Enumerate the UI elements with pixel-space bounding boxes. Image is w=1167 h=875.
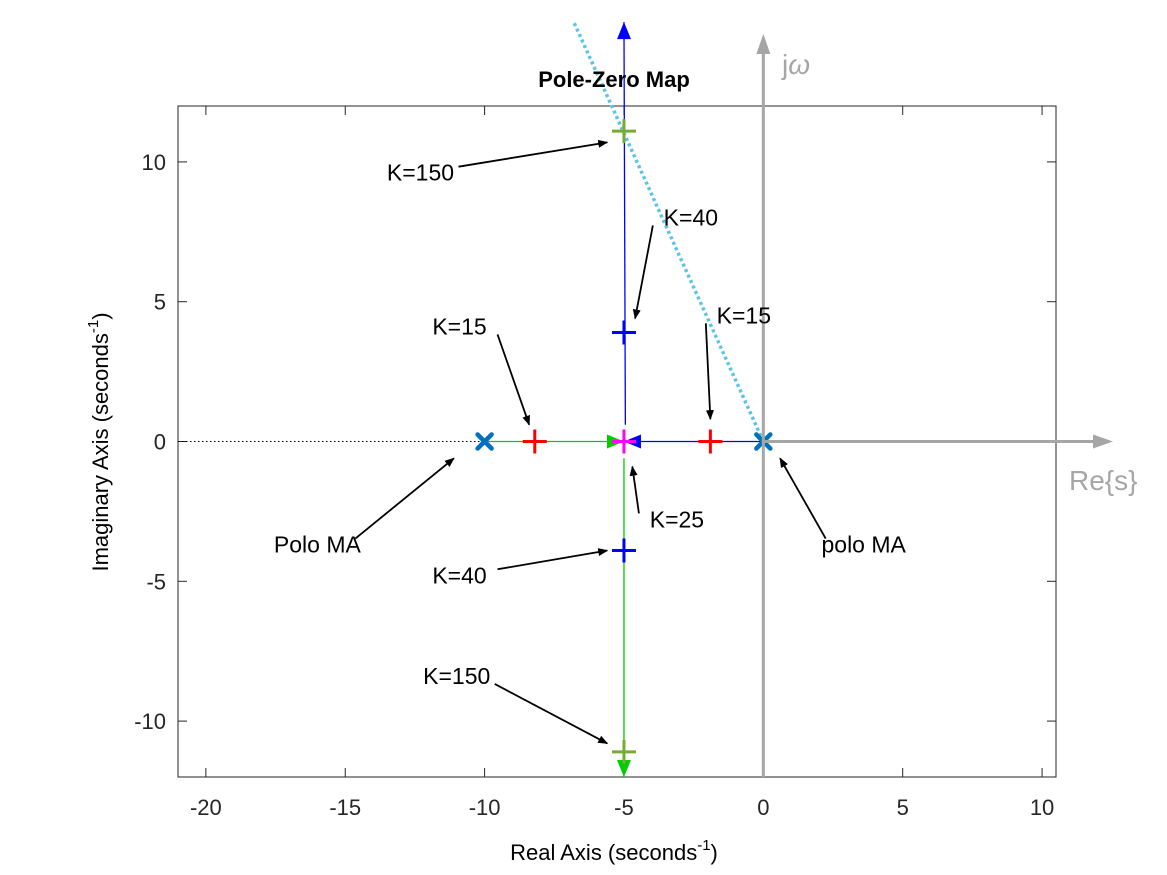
x-tick-label: -5 [614, 795, 634, 820]
axes-layer: -20 -15 -10 -5 0 5 10 -10 -5 0 5 10 [134, 105, 1057, 820]
y-tick-label: 0 [154, 430, 166, 455]
annotation-label: K=150 [423, 663, 490, 689]
closed-loop-pole-marker [611, 119, 636, 144]
x-tick-label: 5 [897, 795, 909, 820]
annotation-arrow [458, 139, 609, 168]
imag-axis-overlay-symbol: ω [788, 49, 810, 80]
closed-loop-pole-marker [698, 429, 723, 454]
overlay-axes-layer [756, 34, 1113, 777]
annotation-label: K=25 [650, 506, 704, 532]
annotation-label: K=150 [387, 160, 454, 186]
closed-loop-pole-marker [611, 320, 636, 345]
real-axis-overlay-arrowhead [1093, 434, 1113, 449]
closed-loop-pole-marker [611, 739, 636, 764]
points-layer [475, 119, 773, 764]
annotation-arrow [779, 457, 827, 539]
closed-loop-pole-marker [522, 429, 547, 454]
annotation-arrow [494, 683, 609, 745]
x-tick-label: -10 [469, 795, 501, 820]
y-axis-label: Imaginary Axis (seconds-1) [85, 312, 113, 571]
annotation-label: K=40 [432, 562, 486, 588]
locus-branch-arrowhead [617, 22, 632, 40]
annotation-label: polo MA [821, 532, 906, 558]
x-axis-label-suffix: ) [711, 840, 718, 865]
y-axis-label-suffix: ) [88, 312, 113, 319]
imag-axis-overlay-label: jω [781, 49, 810, 80]
imag-axis-overlay-prefix: j [781, 49, 788, 80]
y-tick-label: 10 [142, 150, 166, 175]
x-tick-label: -15 [329, 795, 361, 820]
closed-loop-pole-marker [611, 538, 636, 563]
x-axis-label-exponent: -1 [697, 837, 710, 854]
annotation-label: Polo MA [274, 532, 362, 558]
x-tick-label: 0 [757, 795, 769, 820]
y-tick-label: 5 [154, 290, 166, 315]
annotation-label: K=15 [432, 313, 486, 339]
locus-branch [623, 22, 627, 425]
x-tick-label: 10 [1030, 795, 1054, 820]
annotation-arrow [629, 465, 640, 514]
annotation-arrow [704, 323, 714, 421]
y-axis-label-text: Imaginary Axis (seconds [88, 333, 113, 571]
x-axis-label: Real Axis (seconds-1) [510, 837, 718, 865]
locus-branch-arrowhead [616, 760, 631, 777]
damping-line [572, 21, 765, 443]
x-tick-label: -20 [190, 795, 222, 820]
open-loop-pole-marker [475, 432, 494, 451]
chart-title: Pole-Zero Map [538, 67, 690, 92]
annotation-arrow [496, 334, 531, 426]
y-tick-label: -5 [146, 569, 166, 594]
y-tick-label: -10 [134, 709, 166, 734]
y-axis-label-exponent: -1 [85, 320, 102, 333]
real-axis-overlay-label: Re{s} [1069, 465, 1138, 496]
closed-loop-pole-marker [611, 429, 636, 454]
annotation-arrow [632, 225, 654, 320]
annotation-label: K=40 [664, 204, 718, 230]
imag-axis-overlay-arrowhead [756, 34, 771, 54]
annotation-arrow [497, 548, 609, 571]
x-axis-label-text: Real Axis (seconds [510, 840, 697, 865]
annotations-layer: K=150 K=40 K=15 K=15 K=25 Polo MA polo MA K=40 K… [274, 139, 907, 745]
annotation-arrow [354, 457, 455, 540]
annotation-label: K=15 [717, 302, 771, 328]
